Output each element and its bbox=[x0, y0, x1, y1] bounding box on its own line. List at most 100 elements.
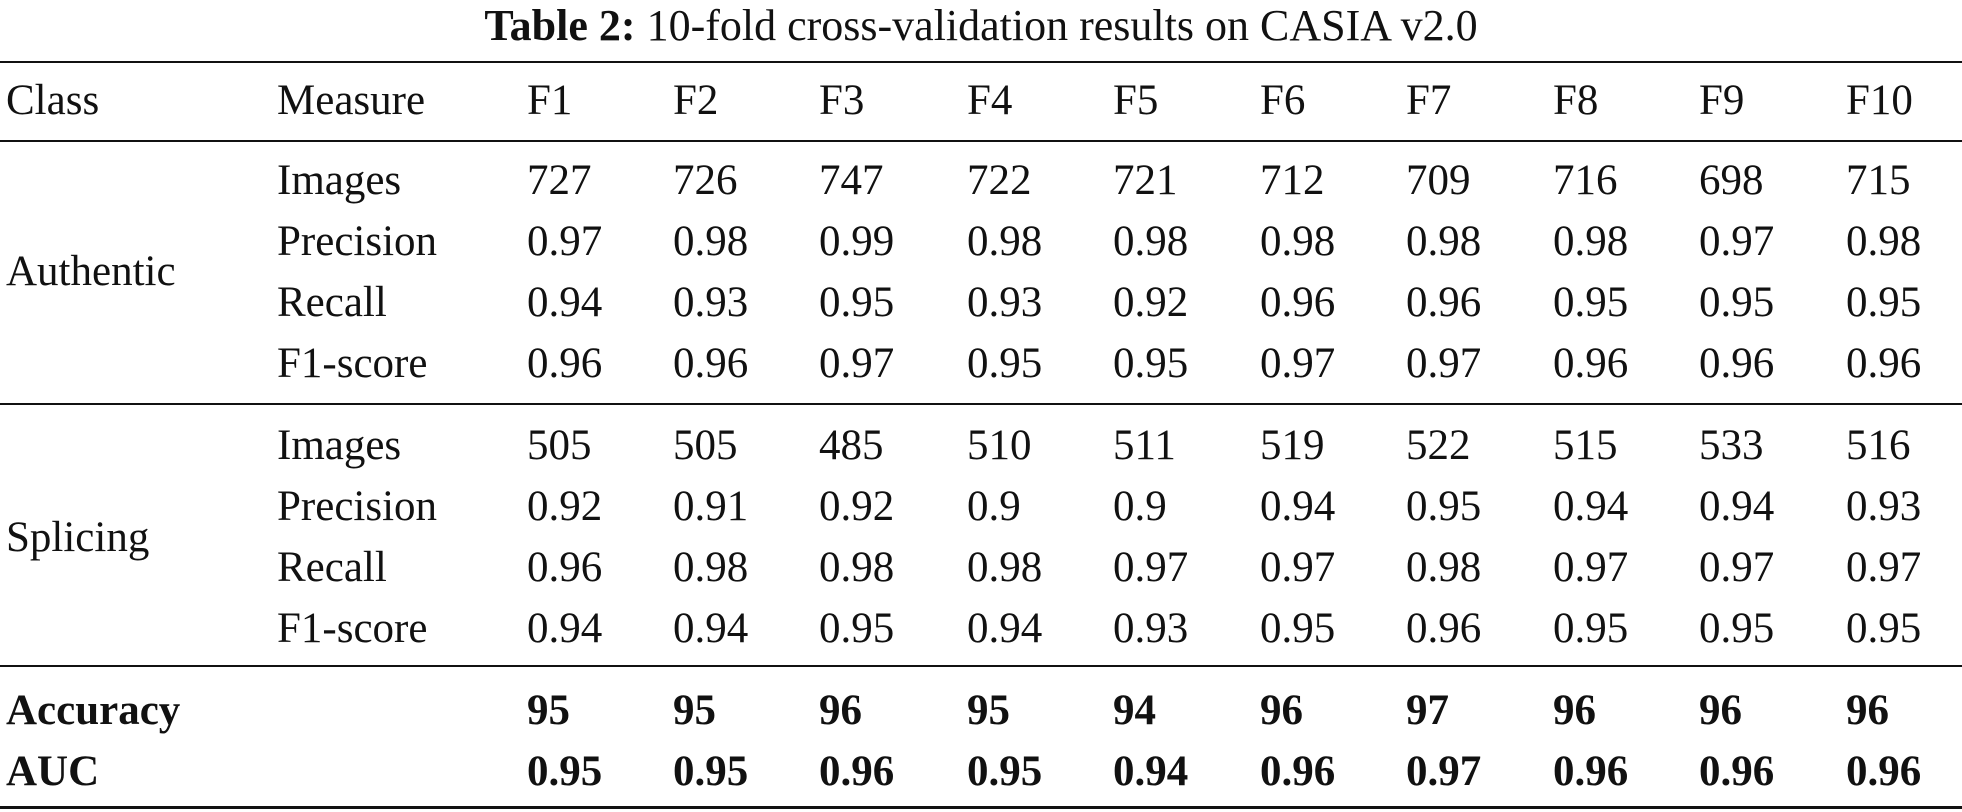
summary-label-auc: AUC bbox=[6, 748, 100, 795]
table-cell: 0.95 bbox=[967, 748, 1043, 795]
table-cell: 0.95 bbox=[1699, 605, 1775, 652]
table-cell: 0.95 bbox=[1553, 279, 1629, 326]
table-cell: 96 bbox=[819, 687, 862, 734]
table-cell: 0.93 bbox=[967, 279, 1043, 326]
table-cell: 95 bbox=[527, 687, 570, 734]
table-cell: 0.95 bbox=[819, 605, 895, 652]
table-cell: 0.95 bbox=[1846, 279, 1922, 326]
group-rule bbox=[0, 403, 1962, 405]
table-cell: 0.96 bbox=[527, 544, 603, 591]
table-cell: 0.94 bbox=[1260, 483, 1336, 530]
table-cell: 95 bbox=[673, 687, 716, 734]
header-fold: F7 bbox=[1406, 77, 1452, 124]
table-cell: 0.96 bbox=[1406, 279, 1482, 326]
table-cell: 0.95 bbox=[527, 748, 603, 795]
table-cell: 0.95 bbox=[1113, 340, 1189, 387]
table-cell: 0.97 bbox=[1699, 218, 1775, 265]
header-fold: F6 bbox=[1260, 77, 1306, 124]
table-cell: 0.94 bbox=[673, 605, 749, 652]
table-cell: 0.96 bbox=[1260, 279, 1336, 326]
group-rule bbox=[0, 665, 1962, 667]
table-cell: 0.95 bbox=[1260, 605, 1336, 652]
measure-label: Precision bbox=[277, 483, 438, 530]
table-cell: 0.93 bbox=[1113, 605, 1189, 652]
summary-label-accuracy: Accuracy bbox=[6, 687, 181, 734]
table-cell: 0.96 bbox=[527, 340, 603, 387]
table-cell: 0.96 bbox=[1846, 340, 1922, 387]
table-cell: 0.96 bbox=[1553, 748, 1629, 795]
table-cell: 0.97 bbox=[1406, 340, 1482, 387]
table-cell: 722 bbox=[967, 157, 1032, 204]
table-cell: 747 bbox=[819, 157, 884, 204]
table-cell: 0.94 bbox=[1699, 483, 1775, 530]
table-cell: 0.97 bbox=[1553, 544, 1629, 591]
header-fold: F3 bbox=[819, 77, 865, 124]
measure-label: Precision bbox=[277, 218, 438, 265]
table-cell: 0.96 bbox=[1699, 748, 1775, 795]
table-cell: 0.91 bbox=[673, 483, 749, 530]
table-cell: 0.96 bbox=[1553, 340, 1629, 387]
table-cell: 0.96 bbox=[1846, 748, 1922, 795]
table-cell: 0.98 bbox=[819, 544, 895, 591]
table-cell: 0.9 bbox=[967, 483, 1021, 530]
table-cell: 533 bbox=[1699, 422, 1764, 469]
table-cell: 0.98 bbox=[1553, 218, 1629, 265]
table-cell: 0.97 bbox=[1113, 544, 1189, 591]
table-cell: 97 bbox=[1406, 687, 1449, 734]
measure-label: F1-score bbox=[277, 605, 428, 652]
table-caption: Table 2: 10-fold cross-validation result… bbox=[0, 0, 1962, 56]
table-cell: 698 bbox=[1699, 157, 1764, 204]
top-rule bbox=[0, 61, 1962, 63]
table-cell: 96 bbox=[1699, 687, 1742, 734]
table-cell: 0.97 bbox=[527, 218, 603, 265]
table-cell: 0.95 bbox=[1699, 279, 1775, 326]
table-cell: 715 bbox=[1846, 157, 1911, 204]
table-cell: 95 bbox=[967, 687, 1010, 734]
table-cell: 0.92 bbox=[819, 483, 895, 530]
table-cell: 485 bbox=[819, 422, 884, 469]
table-cell: 0.97 bbox=[1699, 544, 1775, 591]
measure-label: Recall bbox=[277, 544, 387, 591]
header-fold: F8 bbox=[1553, 77, 1599, 124]
table-cell: 0.93 bbox=[673, 279, 749, 326]
table-cell: 0.95 bbox=[819, 279, 895, 326]
table-cell: 0.97 bbox=[819, 340, 895, 387]
table-cell: 0.94 bbox=[527, 279, 603, 326]
table-cell: 0.97 bbox=[1406, 748, 1482, 795]
table-cell: 519 bbox=[1260, 422, 1325, 469]
table-cell: 0.99 bbox=[819, 218, 895, 265]
header-fold: F2 bbox=[673, 77, 719, 124]
table-cell: 0.94 bbox=[1553, 483, 1629, 530]
table-cell: 0.98 bbox=[1406, 544, 1482, 591]
table-cell: 0.95 bbox=[673, 748, 749, 795]
header-fold: F5 bbox=[1113, 77, 1159, 124]
table-cell: 0.97 bbox=[1846, 544, 1922, 591]
table-cell: 505 bbox=[673, 422, 738, 469]
measure-label: F1-score bbox=[277, 340, 428, 387]
table-cell: 0.98 bbox=[1113, 218, 1189, 265]
table-cell: 0.95 bbox=[1406, 483, 1482, 530]
table-cell: 510 bbox=[967, 422, 1032, 469]
header-fold: F1 bbox=[527, 77, 573, 124]
table-cell: 0.92 bbox=[1113, 279, 1189, 326]
table-cell: 96 bbox=[1260, 687, 1303, 734]
table-cell: 0.96 bbox=[1406, 605, 1482, 652]
measure-label: Recall bbox=[277, 279, 387, 326]
table-cell: 511 bbox=[1113, 422, 1176, 469]
table-cell: 0.96 bbox=[1260, 748, 1336, 795]
table-cell: 0.97 bbox=[1260, 340, 1336, 387]
table-cell: 0.94 bbox=[967, 605, 1043, 652]
header-fold: F9 bbox=[1699, 77, 1745, 124]
table-cell: 721 bbox=[1113, 157, 1178, 204]
table-cell: 505 bbox=[527, 422, 592, 469]
table-cell: 96 bbox=[1553, 687, 1596, 734]
table-cell: 0.98 bbox=[1260, 218, 1336, 265]
table-cell: 716 bbox=[1553, 157, 1618, 204]
table-cell: 0.98 bbox=[967, 218, 1043, 265]
table-cell: 0.96 bbox=[673, 340, 749, 387]
table-cell: 0.94 bbox=[527, 605, 603, 652]
table-cell: 0.98 bbox=[1406, 218, 1482, 265]
table-cell: 0.98 bbox=[967, 544, 1043, 591]
table-cell: 727 bbox=[527, 157, 592, 204]
table-cell: 0.95 bbox=[967, 340, 1043, 387]
